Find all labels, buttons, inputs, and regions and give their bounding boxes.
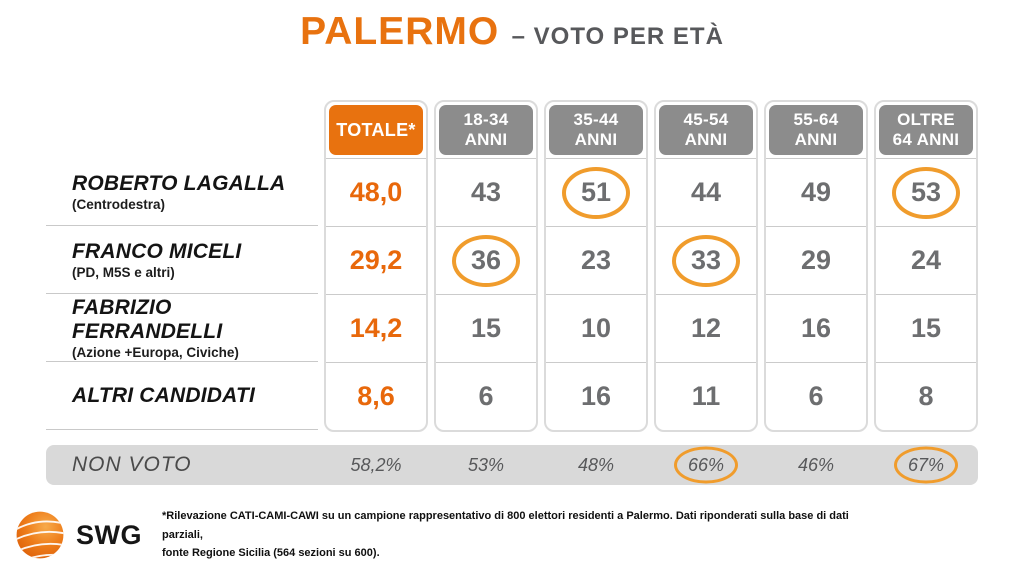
cell-value: 8,6 (357, 381, 395, 411)
column-card-oltre-64: OLTRE 64 ANNI 53 24 15 8 (874, 100, 978, 432)
non-voto-value: 58,2% (350, 454, 402, 475)
cell-value: 44 (690, 177, 722, 207)
candidate-name: FRANCO MICELI (72, 239, 242, 263)
column-card-35-44: 35-44 ANNI 51 23 10 16 (544, 100, 648, 432)
title-subtitle: – VOTO PER ETÀ (511, 23, 724, 50)
table-cell: 15 (436, 294, 536, 362)
table-cell: 8,6 (326, 362, 426, 430)
cell-value: 48,0 (349, 177, 403, 207)
title-city: PALERMO (300, 10, 500, 53)
cell-value: 29,2 (349, 245, 403, 275)
table-cell: 12 (656, 294, 756, 362)
cell-value: 11 (691, 381, 721, 411)
table-cell: 15 (876, 294, 976, 362)
footer: SWG *Rilevazione CATI-CAMI-CAWI su un ca… (0, 507, 1024, 563)
table-cell: 23 (546, 226, 646, 294)
candidate-name: ROBERTO LAGALLA (72, 171, 286, 195)
table-cell: 11 (656, 362, 756, 430)
candidate-party: (PD, M5S e altri) (72, 264, 175, 280)
cell-value: 16 (800, 313, 832, 343)
table-cell: 49 (766, 158, 866, 226)
candidate-row-label: ALTRI CANDIDATI (46, 362, 318, 430)
column-card-45-54: 45-54 ANNI 44 33 12 11 (654, 100, 758, 432)
swg-globe-icon (16, 511, 64, 559)
table-cell: 16 (766, 294, 866, 362)
table-cell: 14,2 (326, 294, 426, 362)
table-cell: 33 (656, 226, 756, 294)
non-voto-value: 46% (797, 454, 835, 475)
candidate-row-label: ROBERTO LAGALLA (Centrodestra) (46, 158, 318, 226)
candidate-row-label: FRANCO MICELI (PD, M5S e altri) (46, 226, 318, 294)
cell-value: 49 (800, 177, 832, 207)
table-cell: 8 (876, 362, 976, 430)
footnote-line2: fonte Regione Sicilia (564 sezioni su 60… (162, 547, 380, 560)
non-voto-band: NON VOTO 58,2% 53% 48% 66% 46% 67% (46, 445, 978, 485)
column-header-35-44: 35-44 ANNI (549, 105, 643, 155)
table-cell: 16 (546, 362, 646, 430)
candidate-party: (Azione +Europa, Civiche) (72, 344, 239, 360)
cell-value: 51 (580, 177, 612, 207)
table-cell: 44 (656, 158, 756, 226)
footnote: *Rilevazione CATI-CAMI-CAWI su un campio… (162, 507, 882, 563)
cell-value: 36 (470, 245, 502, 275)
footnote-line1: *Rilevazione CATI-CAMI-CAWI su un campio… (162, 510, 849, 541)
table-cell: 53 (876, 158, 976, 226)
cell-value: 29 (800, 245, 832, 275)
candidate-party: (Centrodestra) (72, 196, 166, 212)
column-card-totale: TOTALE* 48,0 29,2 14,2 8,6 (324, 100, 428, 432)
cell-value: 23 (580, 245, 612, 275)
results-table: ROBERTO LAGALLA (Centrodestra) FRANCO MI… (0, 100, 1024, 485)
column-header-18-34: 18-34 ANNI (439, 105, 533, 155)
column-card-55-64: 55-64 ANNI 49 29 16 6 (764, 100, 868, 432)
cell-value: 33 (690, 245, 722, 275)
table-cell: 29,2 (326, 226, 426, 294)
cell-value: 10 (580, 313, 612, 343)
cell-value: 6 (808, 381, 824, 411)
cell-value: 15 (470, 313, 502, 343)
table-cell: 24 (876, 226, 976, 294)
column-card-18-34: 18-34 ANNI 43 36 15 6 (434, 100, 538, 432)
cell-value: 8 (918, 381, 934, 411)
non-voto-value: 48% (577, 454, 615, 475)
cell-value: 53 (910, 177, 942, 207)
cell-value: 24 (910, 245, 942, 275)
cell-value: 6 (478, 381, 494, 411)
results-grid: ROBERTO LAGALLA (Centrodestra) FRANCO MI… (46, 100, 1024, 432)
table-cell: 43 (436, 158, 536, 226)
cell-value: 12 (690, 313, 722, 343)
non-voto-value: 67% (907, 454, 945, 475)
column-header-oltre-64: OLTRE 64 ANNI (879, 105, 973, 155)
table-cell: 10 (546, 294, 646, 362)
cell-value: 16 (580, 381, 612, 411)
candidate-row-label: FABRIZIO FERRANDELLI (Azione +Europa, Ci… (46, 294, 318, 362)
table-cell: 51 (546, 158, 646, 226)
non-voto-label: NON VOTO (72, 453, 192, 476)
column-header-45-54: 45-54 ANNI (659, 105, 753, 155)
non-voto-value: 66% (687, 454, 725, 475)
candidate-labels-column: ROBERTO LAGALLA (Centrodestra) FRANCO MI… (46, 100, 318, 432)
swg-brand-text: SWG (76, 519, 142, 550)
candidate-name: ALTRI CANDIDATI (72, 383, 256, 407)
page-title: PALERMO – VOTO PER ETÀ (0, 0, 1024, 56)
column-header-55-64: 55-64 ANNI (769, 105, 863, 155)
candidate-name: FABRIZIO FERRANDELLI (72, 295, 223, 343)
table-cell: 29 (766, 226, 866, 294)
table-cell: 48,0 (326, 158, 426, 226)
table-cell: 36 (436, 226, 536, 294)
table-cell: 6 (766, 362, 866, 430)
non-voto-value: 53% (467, 454, 505, 475)
swg-logo: SWG (14, 509, 142, 561)
cell-value: 15 (910, 313, 942, 343)
cell-value: 43 (470, 177, 502, 207)
cell-value: 14,2 (349, 313, 403, 343)
column-header-totale: TOTALE* (329, 105, 423, 155)
table-cell: 6 (436, 362, 536, 430)
